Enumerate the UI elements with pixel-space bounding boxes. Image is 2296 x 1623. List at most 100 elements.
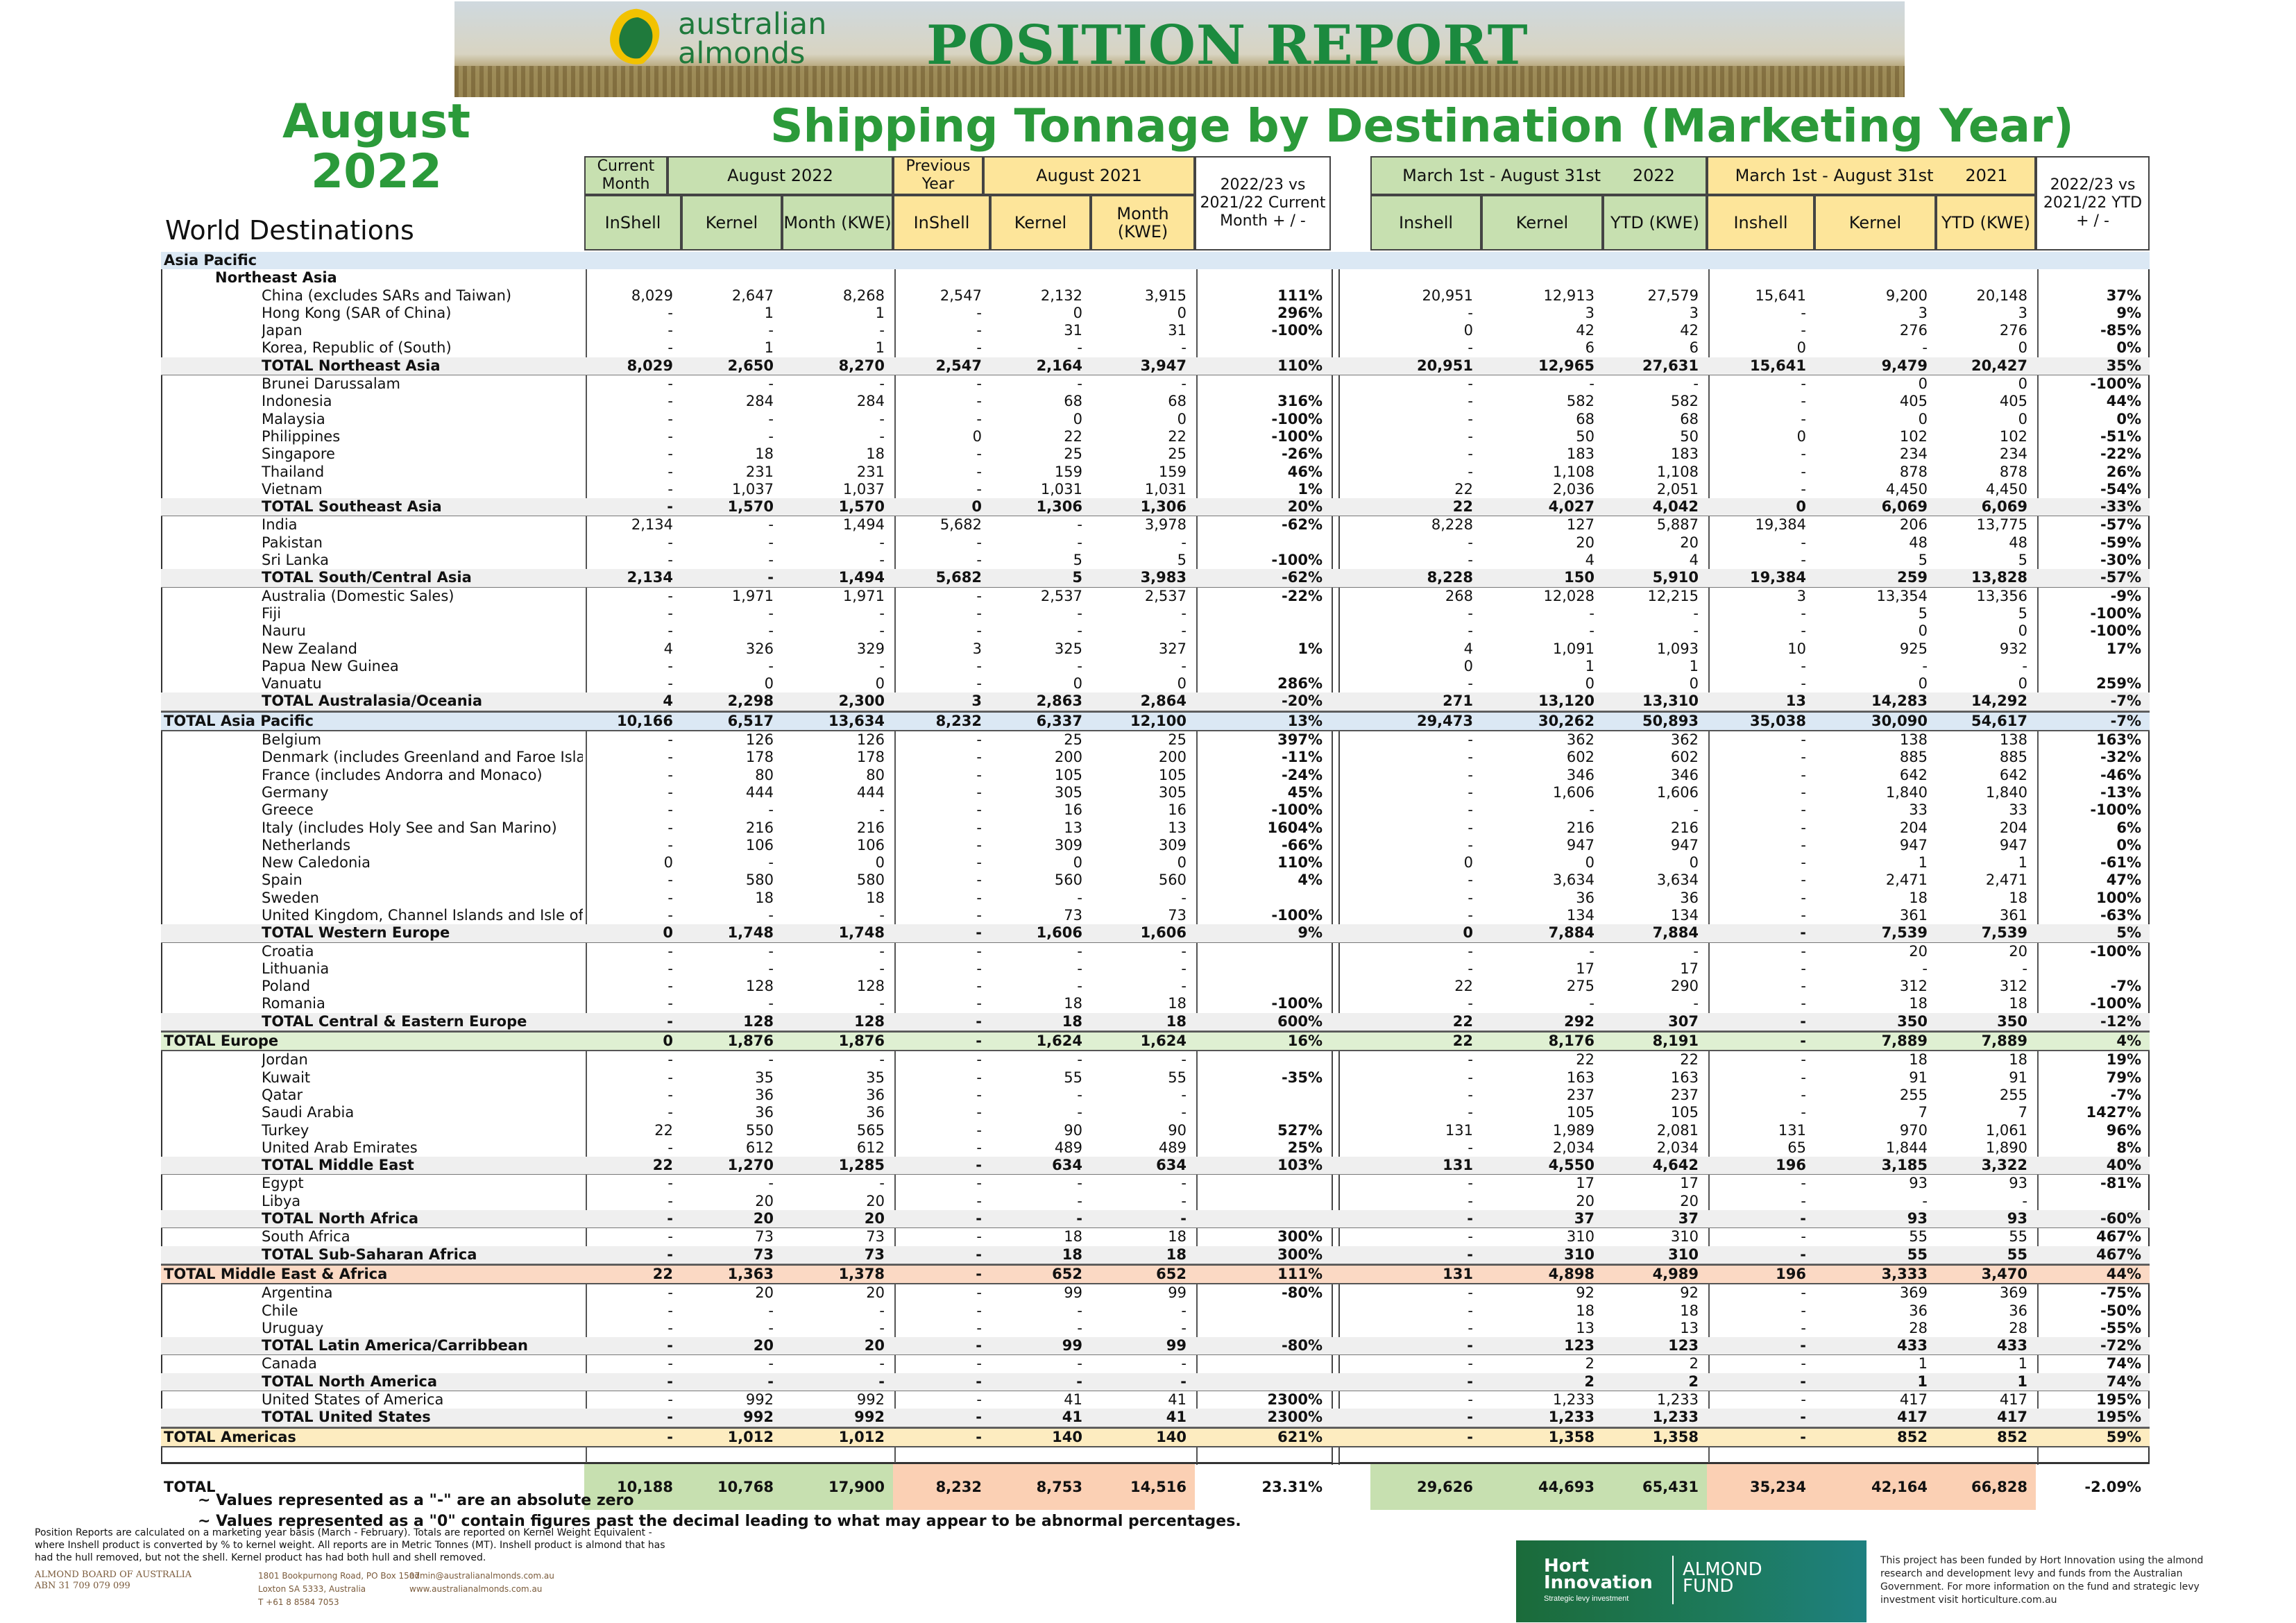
cell-value: - [768, 960, 774, 977]
table-row: Italy (includes Holy See and San Marino)… [161, 819, 2150, 837]
cell-value: - [1181, 942, 1187, 960]
cell-value: - [667, 1355, 673, 1373]
cell-value: 30,262 [1538, 712, 1595, 729]
total-value: 17,900 [828, 1478, 885, 1495]
cell-value: 1,031 [1040, 480, 1082, 498]
cell-value: 560 [1158, 872, 1187, 889]
cell-value: - [768, 427, 774, 445]
abc-name: ALMOND BOARD OF AUSTRALIA [35, 1570, 192, 1580]
cell-value: - [1181, 622, 1187, 640]
cell-value: 1,378 [838, 1265, 885, 1282]
cell-value: - [1467, 1373, 1473, 1390]
cell-value: 8,228 [1427, 569, 1473, 586]
cell-value: - [976, 657, 982, 674]
cell-value: - [976, 960, 982, 977]
cell-value: 18 [1680, 1302, 1699, 1319]
cell-value: - [667, 675, 673, 692]
cell-value: 44% [2106, 1265, 2141, 1282]
cell-value: 4 [1585, 552, 1595, 569]
cell-value: 8,191 [1652, 1033, 1699, 1050]
cell-value: - [1801, 1051, 1806, 1069]
cell-value: - [976, 604, 982, 622]
cell-value: -100% [2090, 995, 2141, 1012]
cell-value: 14,283 [1871, 692, 1928, 710]
abc-website[interactable]: www.australianalmonds.com.au [409, 1584, 543, 1594]
cell-value: 3 [1585, 304, 1595, 321]
cell-value: 80 [866, 766, 885, 783]
cell-value: - [1693, 942, 1699, 960]
abc-email[interactable]: admin@australianalmonds.com.au [409, 1571, 554, 1581]
cell-value: 1,363 [727, 1265, 774, 1282]
cell-value: - [1801, 1228, 1806, 1246]
total-row: TOTAL Americas - 1,012 1,012 - 140 140 621% - 1,3… [161, 1427, 2150, 1447]
cell-value: 1 [764, 339, 774, 357]
cell-value: 22 [1454, 978, 1473, 995]
cell-value: 183 [1670, 445, 1699, 463]
cell-value: - [976, 410, 982, 427]
col-ytd-kwe-2021: YTD (KWE) [1936, 195, 2036, 250]
cell-value: 50,893 [1642, 712, 1699, 729]
cell-value: 8,228 [1431, 516, 1473, 534]
cell-value: - [976, 463, 982, 480]
cell-value: - [976, 783, 982, 801]
cell-value: 92 [1576, 1284, 1595, 1302]
cell-value: 17 [1576, 960, 1595, 977]
cell-value: 163 [1566, 1069, 1595, 1086]
cell-value: - [976, 801, 982, 819]
cell-value: 22 [652, 1157, 673, 1174]
cell-value: -7% [2110, 712, 2141, 729]
cell-value: - [976, 1337, 982, 1354]
ytd-year-2021: 2021 [1965, 166, 2008, 185]
cell-value: - [976, 872, 982, 889]
cell-value: 2,034 [1552, 1139, 1595, 1156]
cell-value: - [1468, 445, 1473, 463]
cell-value: 1,358 [1652, 1428, 1699, 1445]
cell-value: - [1181, 960, 1187, 977]
cell-value: 195% [2096, 1391, 2141, 1408]
cell-value: 325 [1054, 640, 1082, 657]
cell-value: - [768, 1355, 774, 1373]
total-value: 35,234 [1749, 1478, 1806, 1495]
cell-value: 29,473 [1416, 712, 1473, 729]
total-value: 14,516 [1130, 1478, 1187, 1495]
cell-value: - [976, 322, 982, 339]
cell-value: 12,100 [1130, 712, 1187, 729]
cell-value: - [1077, 1051, 1082, 1069]
cell-value: - [1801, 463, 1806, 480]
cell-value: 4,898 [1548, 1265, 1595, 1282]
cell-value: 652 [1156, 1265, 1187, 1282]
cell-value: 0 [1463, 854, 1473, 872]
cell-value: -100% [2090, 622, 2141, 640]
cell-value: 20 [1909, 942, 1928, 960]
cell-value: - [976, 924, 982, 942]
cell-value: -100% [1271, 410, 1323, 427]
cell-value: - [1181, 339, 1187, 357]
cell-value: 45% [1287, 783, 1323, 801]
cell-value: 178 [745, 749, 774, 766]
cell-value: 0 [1177, 410, 1187, 427]
cell-value: - [667, 1139, 673, 1156]
cell-value: 582 [1566, 393, 1595, 410]
cell-value: 300% [1277, 1246, 1323, 1263]
cell-value: 2300% [1267, 1409, 1323, 1426]
cell-value: - [1800, 924, 1806, 942]
total-row: TOTAL Australasia/Oceania 4 2,298 2,300 3 2,8… [161, 692, 2150, 711]
cell-value: - [1693, 801, 1699, 819]
cell-value: - [976, 1428, 982, 1445]
cell-value: - [667, 749, 673, 766]
total-row: TOTAL Western Europe 0 1,748 1,748 - 1,606 1,6… [161, 924, 2150, 943]
cell-value: - [879, 622, 885, 640]
cell-value: - [667, 463, 673, 480]
cell-value: - [1468, 604, 1473, 622]
cell-value: 947 [1899, 836, 1928, 853]
cell-value: 37 [1678, 1210, 1699, 1227]
total-row: TOTAL North Africa - 20 20 - - - - 37 37 - 93 93 -60% [161, 1210, 2150, 1229]
cell-value: 2,647 [731, 287, 774, 304]
cell-value: 0 [875, 675, 885, 692]
cell-value: - [1468, 1104, 1473, 1121]
cell-value: 1,989 [1552, 1121, 1595, 1139]
row-label: Belgium [262, 731, 322, 749]
cell-value: - [1181, 978, 1187, 995]
cell-value: 292 [1564, 1012, 1595, 1030]
cell-value: 652 [1052, 1265, 1082, 1282]
